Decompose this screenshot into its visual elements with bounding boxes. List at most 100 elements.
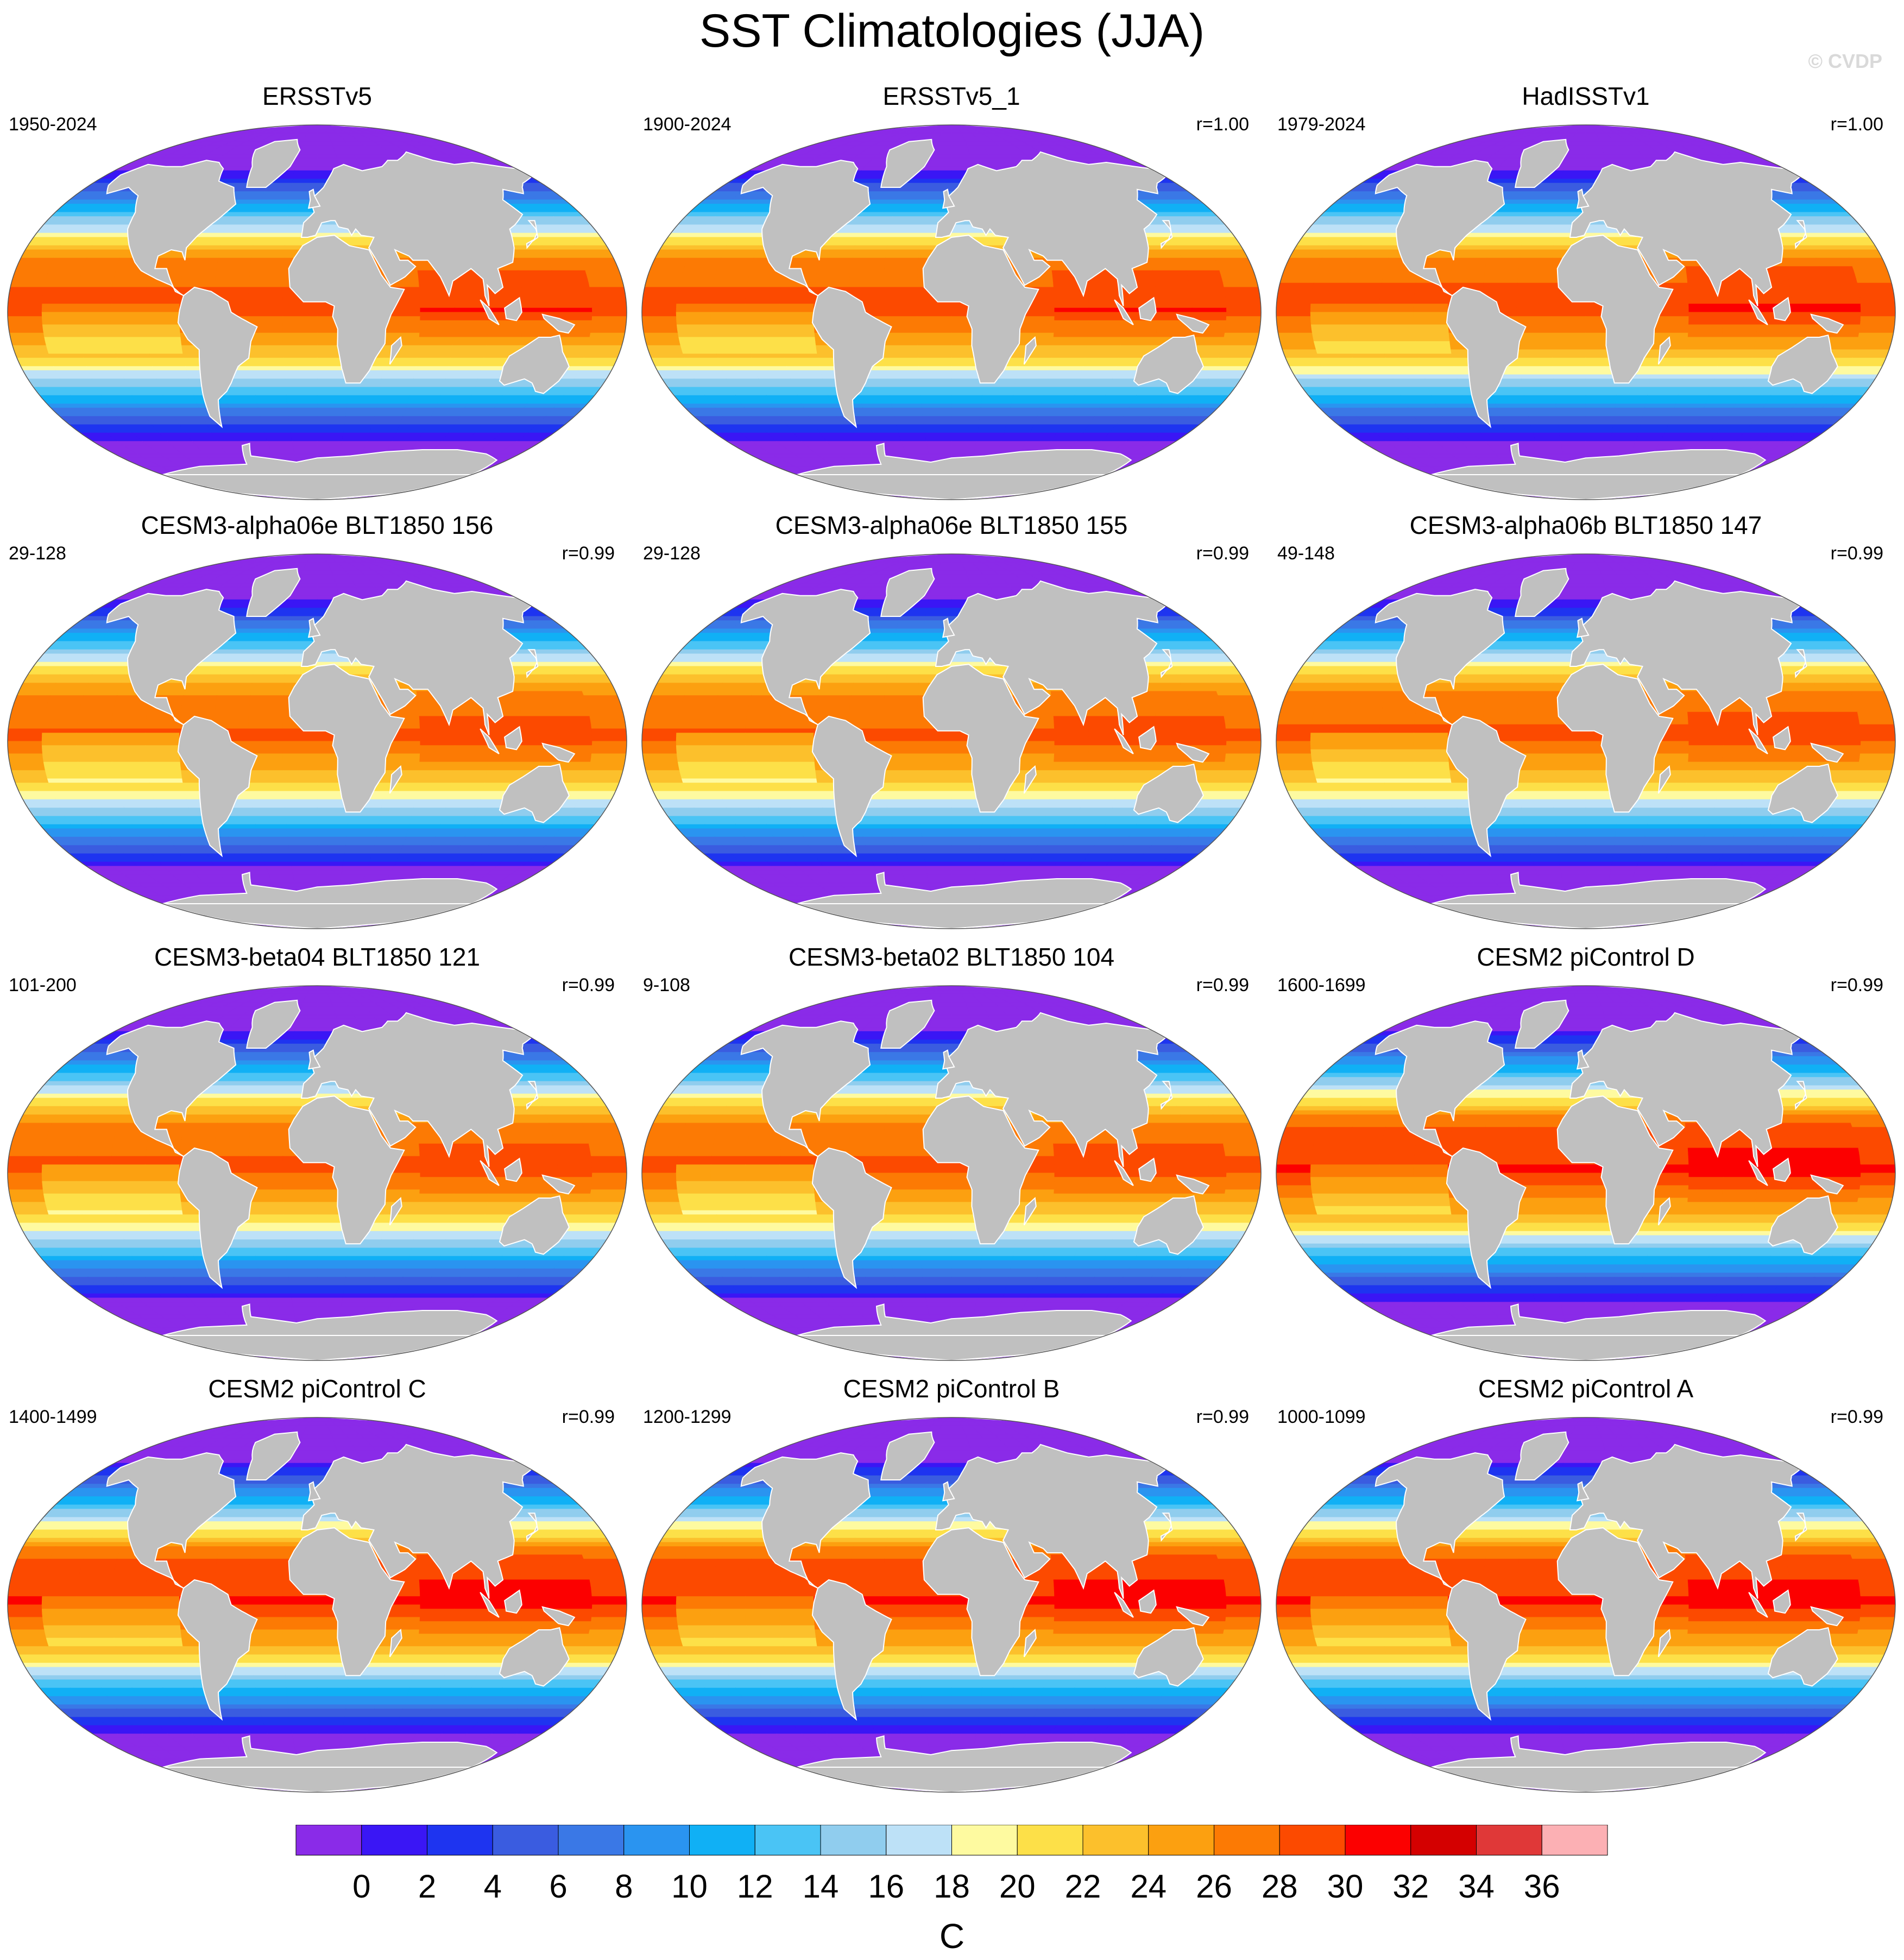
sst-cell — [1051, 354, 1086, 358]
sst-cell — [1825, 295, 1861, 300]
sst-cell — [571, 379, 607, 383]
sst-cell — [1276, 307, 1312, 313]
sst-cell — [722, 249, 758, 255]
sst-cell — [291, 437, 318, 442]
sst-cell — [1156, 287, 1191, 292]
sst-cell — [145, 324, 181, 330]
sst-cell — [83, 357, 119, 363]
sst-cell — [401, 416, 432, 421]
sst-cell — [545, 207, 580, 213]
sst-cell — [1791, 299, 1827, 305]
sst-cell — [805, 412, 838, 417]
sst-cell — [1277, 332, 1314, 338]
sst-cell — [519, 274, 554, 280]
sst-cell — [1560, 437, 1586, 442]
sst-cell — [537, 199, 571, 205]
sst-cell — [91, 379, 127, 383]
sst-cell — [509, 199, 543, 205]
sst-cell — [1310, 312, 1346, 317]
sst-cell — [295, 162, 318, 167]
sst-cell — [491, 407, 525, 413]
sst-cell — [1327, 416, 1362, 421]
sst-cell — [90, 245, 125, 250]
sst-cell — [951, 229, 983, 234]
sst-cell — [1311, 399, 1347, 405]
sst-cell — [751, 357, 786, 363]
panel-title: ERSSTv5_1 — [882, 82, 1020, 110]
sst-cell — [753, 366, 789, 371]
sst-cell — [712, 337, 748, 342]
land-mass — [389, 336, 402, 365]
sst-cell — [1616, 395, 1648, 400]
sst-cell — [1382, 345, 1418, 350]
sst-cell — [795, 391, 829, 396]
sst-cell — [520, 279, 556, 283]
sst-cell — [789, 374, 823, 380]
sst-cell — [793, 387, 828, 392]
sst-cell — [885, 366, 919, 371]
sst-cell — [1821, 274, 1857, 280]
sst-cell — [1636, 432, 1666, 438]
sst-cell — [888, 229, 921, 234]
sst-cell — [854, 241, 888, 246]
sst-cell — [1719, 424, 1752, 430]
sst-cell — [1023, 441, 1052, 446]
sst-cell — [64, 420, 98, 425]
sst-cell — [520, 407, 554, 413]
sst-cell — [80, 407, 115, 413]
sst-cell — [951, 391, 983, 396]
sst-cell — [578, 254, 614, 259]
sst-cell — [187, 245, 222, 250]
sst-cell — [1644, 404, 1676, 408]
sst-cell — [217, 257, 252, 263]
sst-cell — [282, 337, 318, 342]
sst-cell — [1332, 420, 1366, 425]
sst-cell — [142, 441, 173, 446]
sst-cell — [888, 391, 921, 396]
sst-cell — [1048, 441, 1077, 446]
sst-cell — [779, 299, 815, 305]
sst-cell — [1279, 341, 1316, 346]
sst-cell — [41, 304, 77, 308]
sst-cell — [1585, 154, 1606, 159]
sst-cell — [1073, 395, 1106, 400]
sst-cell — [1214, 257, 1251, 263]
sst-cell — [1145, 249, 1181, 255]
sst-cell — [110, 307, 146, 313]
sst-cell — [153, 370, 188, 375]
sst-cell — [1379, 312, 1414, 317]
sst-cell — [1722, 287, 1757, 292]
sst-cell — [1722, 295, 1758, 300]
sst-cell — [1711, 382, 1745, 388]
sst-cell — [922, 412, 952, 417]
sst-cell — [1678, 391, 1711, 396]
sst-cell — [417, 349, 452, 355]
sst-cell — [90, 374, 125, 380]
sst-cell — [147, 341, 182, 346]
sst-cell — [1200, 232, 1236, 238]
sst-cell — [1535, 441, 1562, 446]
sst-cell — [822, 437, 853, 442]
sst-cell — [689, 412, 723, 417]
sst-cell — [556, 399, 592, 405]
sst-cell — [249, 266, 285, 271]
sst-cell — [816, 274, 851, 280]
sst-cell — [27, 241, 63, 246]
sst-cell — [937, 137, 952, 142]
sst-cell — [883, 345, 918, 350]
sst-cell — [237, 187, 267, 192]
sst-cell — [1699, 412, 1732, 417]
sst-cell — [119, 366, 154, 371]
sst-cell — [1722, 329, 1757, 333]
sst-cell — [1080, 374, 1114, 380]
sst-cell — [1417, 349, 1452, 355]
sst-cell — [951, 382, 984, 388]
sst-cell — [917, 341, 952, 346]
sst-cell — [707, 399, 742, 405]
sst-cell — [516, 207, 551, 213]
sst-cell — [1171, 199, 1205, 205]
sst-cell — [1553, 382, 1586, 388]
sst-cell — [402, 412, 434, 417]
sst-cell — [1688, 324, 1724, 330]
sst-cell — [1522, 232, 1555, 238]
